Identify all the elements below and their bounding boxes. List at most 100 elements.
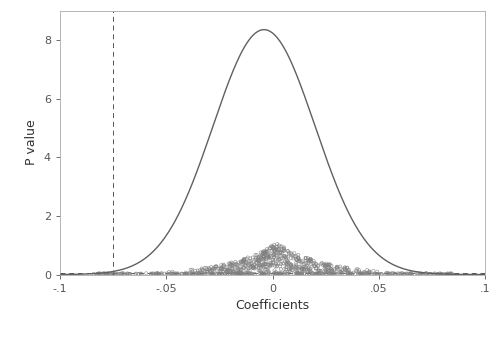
Point	[228, 265, 236, 271]
Point	[268, 257, 276, 263]
Point	[265, 254, 273, 260]
Point	[443, 271, 451, 277]
Point	[287, 255, 295, 261]
Point	[248, 263, 256, 269]
Point	[394, 271, 402, 277]
Point	[324, 265, 332, 271]
Point	[218, 264, 226, 269]
Point	[291, 254, 299, 259]
Point	[302, 267, 310, 272]
Point	[360, 270, 368, 275]
Point	[400, 271, 408, 277]
Point	[324, 263, 332, 268]
Point	[401, 271, 409, 277]
Point	[383, 270, 391, 276]
Point	[262, 264, 270, 270]
Point	[262, 250, 270, 256]
Point	[365, 271, 373, 277]
Point	[178, 271, 186, 276]
Point	[371, 272, 379, 277]
Point	[93, 272, 101, 277]
Point	[346, 271, 354, 277]
Point	[208, 271, 216, 277]
Point	[386, 271, 394, 276]
Point	[256, 258, 264, 264]
Point	[298, 258, 306, 264]
Point	[254, 257, 262, 262]
Point	[307, 257, 315, 262]
Point	[356, 271, 364, 277]
Point	[384, 270, 392, 276]
Point	[322, 262, 330, 268]
Point	[294, 264, 302, 270]
Point	[237, 259, 245, 264]
Point	[236, 270, 244, 275]
Point	[178, 271, 186, 277]
Point	[174, 271, 182, 276]
Point	[250, 264, 258, 270]
Point	[164, 271, 172, 277]
Point	[294, 254, 302, 260]
Point	[276, 261, 284, 267]
Point	[240, 259, 248, 265]
Point	[386, 271, 394, 277]
Point	[360, 271, 368, 277]
Point	[217, 266, 225, 272]
Point	[356, 271, 364, 276]
Point	[221, 271, 229, 277]
Point	[302, 264, 310, 270]
Point	[155, 271, 163, 277]
Point	[327, 269, 335, 274]
Point	[344, 270, 351, 276]
Point	[276, 271, 284, 276]
Point	[264, 254, 272, 260]
Point	[284, 258, 292, 264]
Point	[238, 271, 246, 277]
Point	[251, 271, 259, 277]
Point	[298, 262, 306, 267]
Point	[210, 271, 218, 277]
Point	[204, 269, 212, 274]
Point	[260, 271, 268, 277]
Point	[238, 258, 246, 264]
Point	[264, 254, 272, 260]
Point	[306, 271, 314, 276]
Point	[270, 245, 278, 251]
Point	[232, 261, 239, 267]
Point	[294, 252, 302, 258]
Point	[254, 254, 262, 259]
Point	[183, 271, 191, 276]
Point	[260, 251, 268, 257]
Point	[194, 271, 202, 277]
Point	[272, 271, 280, 276]
Point	[300, 268, 308, 273]
Point	[370, 272, 378, 277]
Point	[324, 269, 332, 274]
Point	[292, 270, 300, 276]
Point	[276, 250, 284, 255]
Point	[289, 267, 297, 273]
Point	[315, 268, 323, 273]
Point	[271, 271, 279, 277]
Point	[248, 263, 256, 269]
Point	[201, 271, 209, 277]
Point	[341, 265, 349, 270]
Point	[276, 271, 283, 276]
Point	[203, 270, 211, 275]
Point	[242, 256, 250, 262]
Point	[293, 271, 301, 277]
Point	[320, 271, 328, 276]
Point	[256, 256, 264, 262]
Point	[212, 271, 220, 277]
Point	[275, 243, 283, 248]
Point	[390, 271, 398, 276]
Point	[236, 272, 244, 277]
Point	[244, 262, 252, 268]
Point	[242, 259, 250, 264]
Point	[255, 263, 263, 269]
Point	[205, 265, 213, 271]
Point	[328, 268, 336, 274]
Point	[216, 266, 224, 271]
Point	[446, 271, 454, 276]
Point	[259, 256, 267, 262]
